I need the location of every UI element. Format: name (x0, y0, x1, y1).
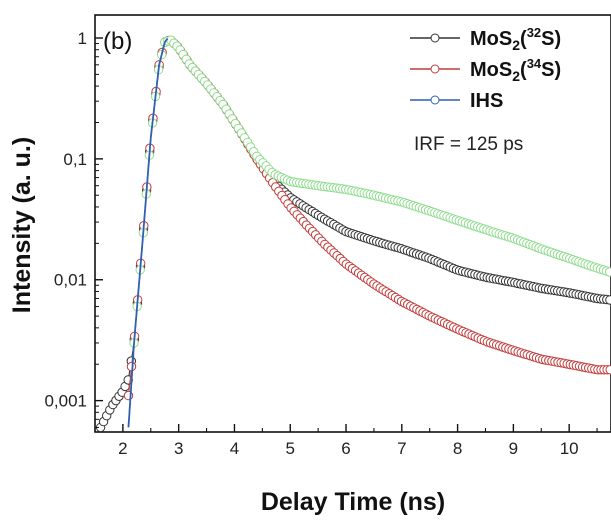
legend: MoS2(32S) MoS2(34S) IHS (410, 25, 561, 112)
y-tick-label: 0,01 (54, 271, 87, 290)
data-point (605, 295, 611, 305)
legend-marker (430, 33, 440, 43)
legend-label: MoS2(32S) (470, 25, 561, 53)
y-tick-label: 0,1 (63, 150, 87, 169)
series-3 (129, 35, 611, 348)
x-tick-label: 3 (174, 439, 183, 458)
x-tick-label: 8 (453, 439, 462, 458)
y-axis-title: Intensity (a. u.) (8, 137, 36, 313)
x-tick-label: 5 (286, 439, 295, 458)
x-tick-label: 10 (560, 439, 579, 458)
series-2 (127, 38, 169, 428)
legend-marker (430, 95, 440, 105)
x-tick-label: 4 (230, 439, 239, 458)
data-point (604, 267, 611, 277)
y-tick-label: 1 (78, 29, 87, 48)
legend-label: IHS (470, 90, 503, 112)
x-tick-label: 7 (397, 439, 406, 458)
x-axis-title: Delay Time (ns) (261, 488, 445, 516)
legend-label: MoS2(34S) (470, 56, 561, 84)
x-tick-label: 6 (341, 439, 350, 458)
series-line (127, 38, 169, 428)
y-tick-label: 0,001 (44, 392, 87, 411)
irf-annotation: IRF = 125 ps (414, 134, 523, 155)
x-tick-label: 2 (118, 439, 127, 458)
x-tick-label: 9 (509, 439, 518, 458)
panel-label: (b) (103, 28, 132, 55)
legend-marker (430, 64, 440, 74)
data-point (605, 365, 611, 375)
plot-frame (94, 14, 611, 433)
